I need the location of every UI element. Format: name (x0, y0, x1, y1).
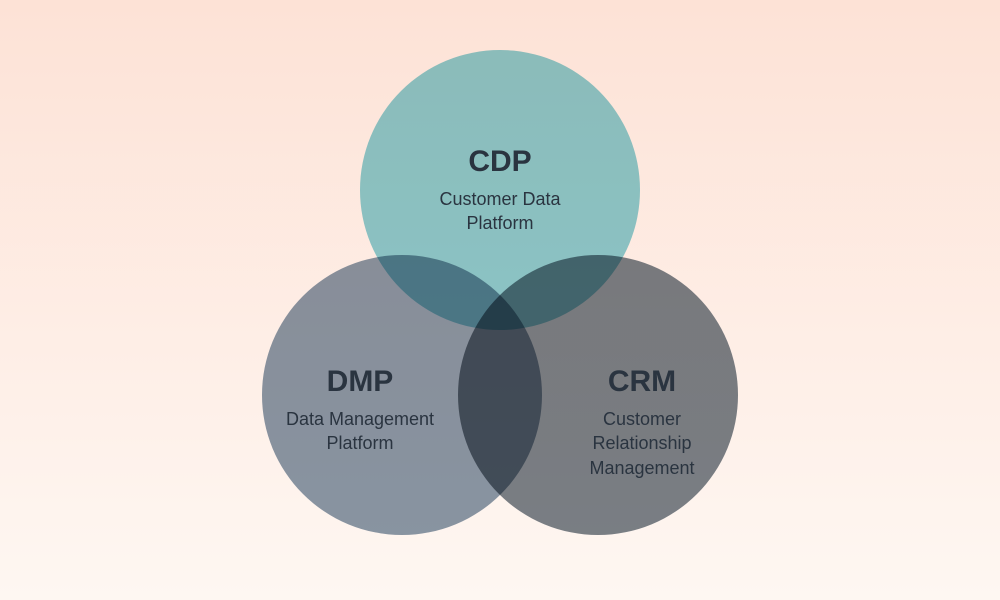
fullname-right: Customer Relationship Management (562, 407, 722, 480)
label-group-left: DMP Data Management Platform (260, 365, 460, 456)
venn-diagram: CDP Customer Data Platform DMP Data Mana… (0, 0, 1000, 600)
fullname-top: Customer Data Platform (420, 187, 580, 236)
acronym-right: CRM (542, 365, 742, 399)
fullname-left: Data Management Platform (285, 407, 435, 456)
label-group-right: CRM Customer Relationship Management (542, 365, 742, 480)
label-group-top: CDP Customer Data Platform (400, 145, 600, 236)
acronym-top: CDP (400, 145, 600, 179)
acronym-left: DMP (260, 365, 460, 399)
